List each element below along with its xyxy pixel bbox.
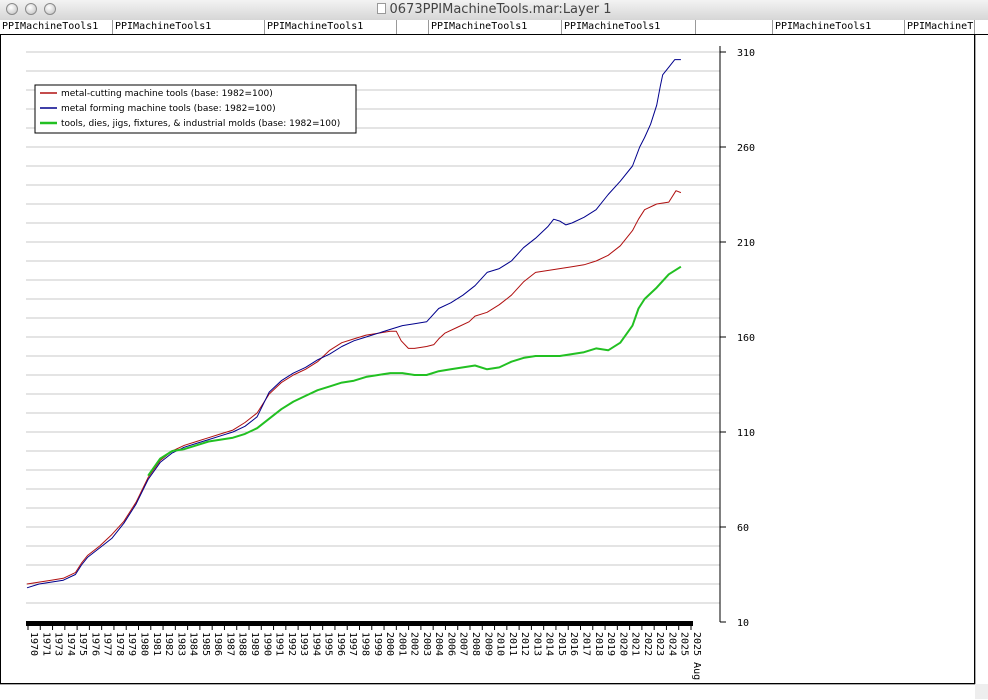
x-tick-label: 2009 xyxy=(482,632,493,656)
x-tick-label: 2022 xyxy=(642,632,653,656)
x-tick-label: 1997 xyxy=(347,632,358,656)
x-tick-label: 2003 xyxy=(421,632,432,656)
x-tick-label: 2024 xyxy=(666,632,677,656)
x-tick-label: 1996 xyxy=(335,632,346,656)
x-tick-label: 1983 xyxy=(175,632,186,656)
close-window-icon[interactable] xyxy=(6,3,18,15)
x-tick-label: 1998 xyxy=(360,632,371,656)
x-tick-label: 2017 xyxy=(581,632,592,656)
y-tick-label: 260 xyxy=(737,143,755,154)
line-chart: 10 60 110 160 210 260 310 1970 1971 1973 1974 1975… xyxy=(26,46,755,680)
x-tick-label: 1993 xyxy=(298,632,309,656)
layer-cell[interactable]: PPIMachineTools1 xyxy=(429,20,562,34)
x-tick-label: 1977 xyxy=(102,632,113,656)
x-tick-label: 2018 xyxy=(593,632,604,656)
y-tick-label: 160 xyxy=(737,333,755,344)
x-tick-label: 1994 xyxy=(310,632,321,656)
layer-cell[interactable] xyxy=(696,20,773,34)
x-tick-label: 2008 xyxy=(470,632,481,656)
x-tick-label: 1979 xyxy=(126,632,137,656)
x-tick-label: 1982 xyxy=(163,632,174,656)
x-tick-label: 2020 xyxy=(617,632,628,656)
x-tick-label: 2019 xyxy=(605,632,616,656)
x-tick-label: 1973 xyxy=(53,632,64,656)
grid xyxy=(26,51,720,604)
layer-cell[interactable]: PPIMachineTools1 xyxy=(0,20,113,34)
x-tick-label: 2007 xyxy=(458,632,469,656)
zoom-window-icon[interactable] xyxy=(44,3,56,15)
x-tick-label: 2015 xyxy=(556,632,567,656)
x-tick-label: 2000 xyxy=(384,632,395,656)
x-tick-label: 1986 xyxy=(212,632,223,656)
x-tick-label: 1999 xyxy=(372,632,383,656)
layer-cell[interactable]: PPIMachineTools1 xyxy=(562,20,696,34)
x-tick-label: 1995 xyxy=(323,632,334,656)
horizontal-scrollbar[interactable] xyxy=(0,684,975,700)
legend-label: tools, dies, jigs, fixtures, & industria… xyxy=(61,119,340,129)
series-line xyxy=(26,59,681,589)
x-tick-label: 2016 xyxy=(568,632,579,656)
x-tick-label: 2025 xyxy=(679,632,690,656)
y-tick-label: 60 xyxy=(737,523,749,534)
vertical-scrollbar[interactable] xyxy=(975,35,988,684)
x-tick-label: 1978 xyxy=(114,632,125,656)
x-tick-label: 2004 xyxy=(433,632,444,656)
legend: metal-cutting machine tools (base: 1982=… xyxy=(34,84,357,134)
x-tick-label: 2021 xyxy=(630,632,641,656)
x-tick-label: 1970 xyxy=(28,632,39,656)
y-tick-label: 110 xyxy=(737,428,755,439)
series-line xyxy=(147,265,682,477)
y-axis: 10 60 110 160 210 260 310 xyxy=(719,46,755,629)
x-axis: 1970 1971 1973 1974 1975 1976 1977 1978 1979 1980… xyxy=(26,621,702,680)
x-tick-label: 2014 xyxy=(544,632,555,656)
window-title: 0673PPIMachineTools.mar:Layer 1 xyxy=(0,2,988,17)
x-tick-label: 1971 xyxy=(40,632,51,656)
y-tick-label: 310 xyxy=(737,48,755,59)
y-tick-label: 10 xyxy=(737,618,749,629)
x-axis-bar xyxy=(26,621,693,626)
legend-label: metal-cutting machine tools (base: 1982=… xyxy=(61,89,273,99)
x-tick-label: 1988 xyxy=(237,632,248,656)
x-tick-label: 2013 xyxy=(531,632,542,656)
document-icon xyxy=(376,3,386,14)
x-tick-label: 2012 xyxy=(519,632,530,656)
minimize-window-icon[interactable] xyxy=(25,3,37,15)
x-tick-label: 1980 xyxy=(139,632,150,656)
x-tick-label: 1976 xyxy=(89,632,100,656)
x-tick-label: 1985 xyxy=(200,632,211,656)
x-tick-label: 2001 xyxy=(396,632,407,656)
x-tick-label: 1974 xyxy=(65,632,76,656)
x-tick-label: 1991 xyxy=(274,632,285,656)
x-tick-label: 2023 xyxy=(654,632,665,656)
layer-cell[interactable]: PPIMachineTools1 xyxy=(265,20,397,34)
series-line xyxy=(26,190,682,585)
layer-cell[interactable] xyxy=(397,20,429,34)
x-tick-label: 1990 xyxy=(261,632,272,656)
legend-label: metal forming machine tools (base: 1982=… xyxy=(61,104,276,114)
layer-cell[interactable]: PPIMachineTools1 xyxy=(113,20,265,34)
x-tick-label: 2025 Aug xyxy=(691,632,702,680)
x-tick-label: 1975 xyxy=(77,632,88,656)
series-lines xyxy=(26,59,682,589)
layer-cell[interactable]: PPIMachineT xyxy=(907,20,975,34)
x-tick-label: 1984 xyxy=(188,632,199,656)
window-title-text: 0673PPIMachineTools.mar:Layer 1 xyxy=(389,2,612,17)
legend-box xyxy=(34,84,357,134)
layer-name-row: PPIMachineTools1 PPIMachineTools1 PPIMac… xyxy=(0,20,988,35)
x-tick-label: 1989 xyxy=(249,632,260,656)
y-tick-label: 210 xyxy=(737,238,755,249)
x-tick-label: 2010 xyxy=(495,632,506,656)
window-titlebar: 0673PPIMachineTools.mar:Layer 1 xyxy=(0,0,988,21)
x-tick-label: 1992 xyxy=(286,632,297,656)
x-tick-label: 2006 xyxy=(445,632,456,656)
x-tick-label: 1987 xyxy=(224,632,235,656)
layer-cell[interactable]: PPIMachineTools1 xyxy=(773,20,905,34)
chart-frame: 10 60 110 160 210 260 310 1970 1971 1973 1974 1975… xyxy=(0,35,975,684)
x-tick-label: 1981 xyxy=(151,632,162,656)
x-tick-label: 2011 xyxy=(507,632,518,656)
x-tick-label: 2002 xyxy=(409,632,420,656)
resize-grip-icon[interactable] xyxy=(975,684,988,699)
